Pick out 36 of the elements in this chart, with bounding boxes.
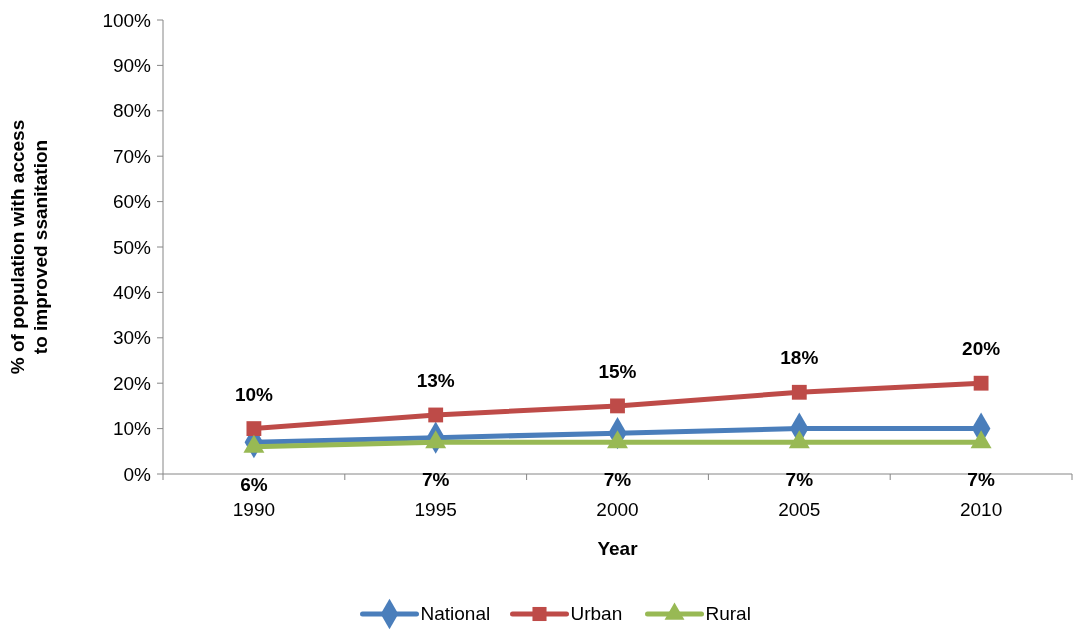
y-tick-label: 30% [112, 327, 152, 349]
y-tick-label: 0% [123, 463, 152, 485]
y-axis-title: % of population with access to improved ssanitation [7, 119, 51, 375]
x-tick-label: 2005 [778, 499, 821, 520]
data-label: 15% [598, 360, 637, 382]
point [610, 398, 625, 414]
legend-label: Rural [705, 603, 751, 624]
data-label: 20% [962, 338, 1001, 360]
legend-label: Urban [570, 603, 623, 624]
y-tick-label: 40% [112, 282, 152, 304]
data-label: 7% [967, 469, 995, 491]
x-axis-title: Year [597, 538, 639, 559]
data-label: 7% [603, 469, 632, 491]
legend-label: National [420, 603, 491, 624]
y-tick-label: 100% [102, 9, 152, 31]
y-tick-label: 70% [112, 145, 152, 167]
point [973, 375, 989, 391]
data-label: 6% [240, 473, 268, 495]
y-tick-label: 90% [112, 55, 152, 77]
data-label: 18% [780, 347, 819, 369]
data-label: 10% [234, 383, 274, 405]
x-tick-label: 2010 [959, 499, 1003, 520]
y-tick-label: 10% [112, 418, 152, 440]
y-tick-label: 80% [112, 100, 152, 122]
y-tick-label: 50% [112, 236, 152, 258]
point [428, 407, 444, 423]
y-tick-label: 60% [112, 191, 152, 213]
x-tick-label: 2000 [596, 499, 639, 520]
point [246, 421, 262, 437]
y-tick-label: 20% [112, 372, 152, 394]
x-tick-label: 1995 [414, 499, 457, 520]
data-label: 7% [421, 469, 450, 491]
x-tick-label: 1990 [232, 499, 276, 520]
data-label: 13% [416, 369, 455, 391]
point [791, 384, 807, 400]
data-label: 7% [785, 469, 814, 491]
